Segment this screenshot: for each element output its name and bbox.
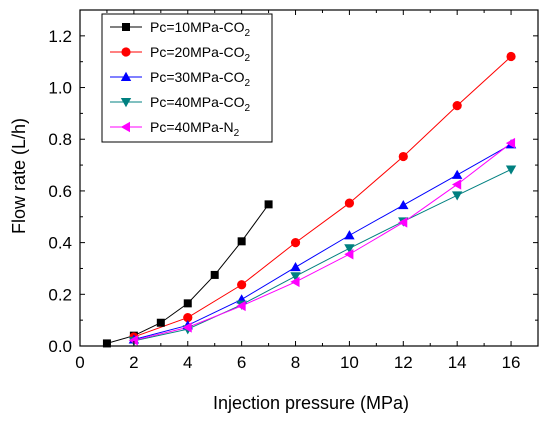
- x-tick-label: 10: [340, 353, 359, 372]
- legend-marker-1: [122, 23, 130, 31]
- y-tick-label: 0.2: [48, 285, 72, 304]
- legend-label-2: Pc=20MPa-CO2: [150, 44, 251, 64]
- series-2-point: [344, 198, 355, 208]
- legend: Pc=10MPa-CO2 Pc=20MPa-CO2 Pc=30MPa-CO2 Pc=4…: [101, 13, 273, 143]
- series-3-point: [344, 230, 355, 240]
- legend-label-3: Pc=30MPa-CO2: [150, 69, 251, 89]
- x-tick-label: 14: [448, 353, 467, 372]
- series-1-point: [264, 200, 273, 209]
- series-5-point: [344, 249, 354, 260]
- legend-label-5: Pc=40MPa-N2: [150, 119, 240, 139]
- series-3-line: [133, 143, 512, 341]
- series-1-point: [210, 270, 219, 279]
- series-1-point: [237, 237, 246, 246]
- x-tick-label: 4: [183, 353, 192, 372]
- series-2-point: [398, 151, 408, 162]
- series-2-point: [183, 312, 193, 323]
- series-3-point: [290, 261, 301, 272]
- axes: 0 2 4 6 8 10 12 14 16 0.0 0.2 0.4 0.6 0.8 1.0 1.2: [48, 9, 539, 372]
- series-5-point: [290, 276, 300, 288]
- x-tick-label: 12: [394, 353, 413, 372]
- legend-marker-4: [120, 98, 132, 108]
- series-5-point: [451, 179, 462, 190]
- series-3-point: [451, 169, 463, 179]
- series-5-point: [505, 137, 516, 149]
- x-tick-label: 2: [129, 353, 138, 372]
- series-2-line: [133, 56, 512, 338]
- series-3-point: [398, 199, 409, 210]
- y-axis-title: Flow rate (L/h): [9, 118, 29, 234]
- y-tick-label: 0.8: [48, 130, 72, 149]
- x-axis-title: Injection pressure (MPa): [213, 393, 409, 413]
- series-4-point: [344, 244, 355, 254]
- y-tick-label: 0.4: [48, 234, 72, 253]
- series-2-point: [237, 280, 247, 290]
- y-tick-label: 1.0: [48, 79, 72, 98]
- series-5-point: [182, 322, 192, 333]
- series-5-point: [128, 335, 138, 346]
- plot-frame: [79, 9, 539, 347]
- series-2-point: [452, 101, 462, 111]
- legend-marker-5: [120, 121, 130, 133]
- legend-marker-3: [120, 71, 132, 81]
- legend-label-4: Pc=40MPa-CO2: [150, 94, 251, 114]
- series-5-point: [236, 300, 246, 312]
- x-tick-label: 0: [75, 353, 84, 372]
- x-tick-label: 16: [502, 353, 521, 372]
- series-2-point: [290, 238, 301, 248]
- series-2-point: [506, 51, 516, 62]
- series-5-line: [133, 142, 512, 341]
- legend-marker-2: [121, 47, 131, 57]
- y-tick-label: 0.6: [48, 182, 72, 201]
- series-4-line: [133, 169, 512, 342]
- series-5-point: [398, 217, 408, 228]
- series-1-point: [156, 318, 165, 327]
- x-tick-label: 6: [237, 353, 246, 372]
- series-4-point: [451, 191, 463, 201]
- y-tick-label: 1.2: [48, 27, 72, 46]
- series-1-point: [183, 299, 192, 308]
- legend-box: [101, 13, 273, 143]
- series-4-point: [505, 165, 517, 175]
- series-4-point: [290, 272, 301, 282]
- x-tick-label: 8: [291, 353, 300, 372]
- legend-label-1: Pc=10MPa-CO2: [150, 19, 251, 39]
- y-tick-label: 0.0: [48, 337, 72, 356]
